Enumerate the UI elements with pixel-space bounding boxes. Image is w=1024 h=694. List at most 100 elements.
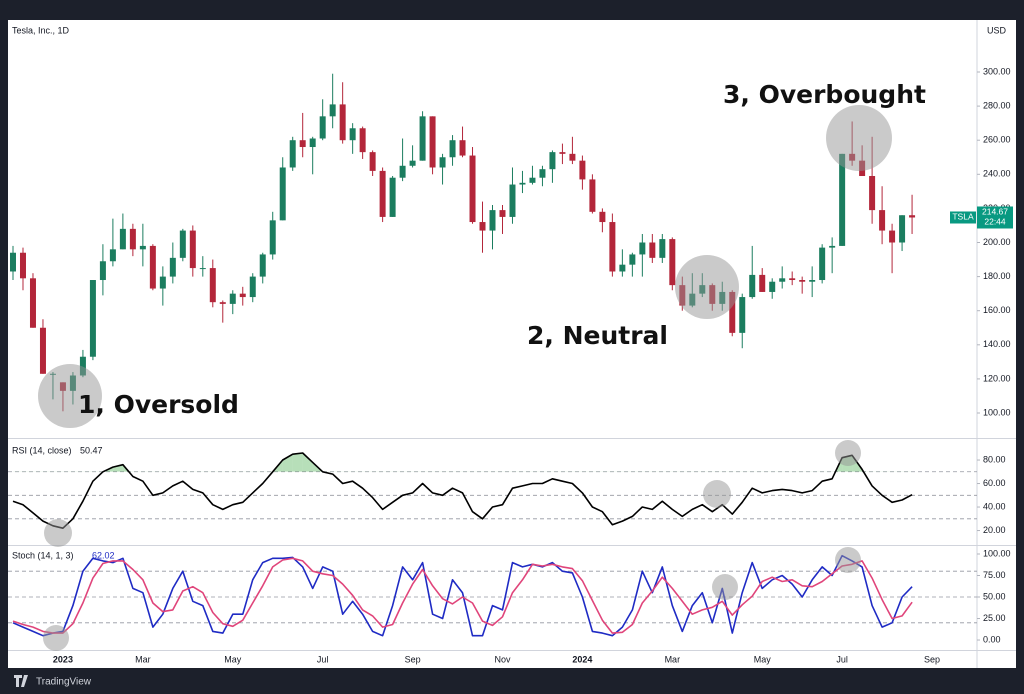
overbought-fill [292,452,303,472]
candle-body [369,152,376,171]
candle-body [219,302,226,304]
x-tick-label: May [224,654,242,664]
candle-body [529,177,536,183]
series-line [12,452,913,529]
y-tick-label: 160.00 [983,305,1011,315]
candle-body [199,268,206,270]
y-tick-label: 300.00 [983,66,1011,76]
overbought-fill [112,464,123,472]
candle-body [109,249,116,262]
candle-body [179,230,186,258]
annotation: 2, Neutral [527,321,668,350]
last-price-tag [977,206,1013,229]
candle-body [729,291,736,333]
y-tick-label: 100.00 [983,548,1011,558]
x-tick-label: May [754,654,772,664]
candle-body [869,176,876,211]
overbought-fill [302,452,313,472]
candle-body [879,210,886,231]
candle-body [239,293,246,298]
y-tick-label: 200.00 [983,237,1011,247]
symbol-title: Tesla, Inc., 1D [12,25,70,35]
candle-body [429,116,436,168]
annotation: 1, Oversold [78,390,239,419]
candle-body [399,165,406,178]
x-tick-label: 2024 [572,654,592,664]
candle-body [449,140,456,158]
series-line [12,554,913,637]
highlight [712,574,738,600]
candle-body [19,252,26,279]
candle-body [389,177,396,217]
highlight [43,625,69,651]
candle-body [29,278,36,328]
candle-body [499,210,506,217]
candle-body [309,138,316,148]
candle-body [39,327,46,374]
y-tick-label: 50.00 [983,591,1006,601]
last-price-label: 214.67 [982,207,1008,217]
highlight [703,480,731,508]
y-tick-label: 180.00 [983,271,1011,281]
symbol-tag [950,211,976,224]
y-tick-label: 80.00 [983,454,1006,464]
candle-body [189,230,196,269]
candle-body [569,153,576,161]
candle-body [289,140,296,168]
y-tick-label: 25.00 [983,613,1006,623]
candle-body [799,280,806,282]
rsi-title: RSI (14, close) [12,445,72,455]
candle-body [169,257,176,277]
candle-body [759,274,766,292]
candle-body [899,215,906,243]
y-tick-label: 40.00 [983,501,1006,511]
brand-name: TradingView [36,677,92,688]
candle-body [809,280,816,282]
highlight [835,440,861,466]
candle-body [349,128,356,141]
x-tick-label: Mar [135,654,151,664]
candle-body [409,160,416,166]
candle-body [159,276,166,289]
candle-body [789,278,796,281]
y-tick-label: 60.00 [983,478,1006,488]
y-tick-label: 20.00 [983,525,1006,535]
x-tick-label: Sep [405,654,421,664]
x-tick-label: Jul [836,654,848,664]
highlight [38,364,102,428]
candle-body [669,239,676,286]
candle-body [439,157,446,168]
candle-body [619,264,626,272]
x-tick-label: Mar [665,654,681,664]
candle-body [279,167,286,221]
rsi-value: 50.47 [80,445,103,455]
candle-body [909,215,916,218]
highlight [675,255,739,319]
y-tick-label: 260.00 [983,135,1011,145]
candle-body [559,152,566,154]
candle-body [329,104,336,117]
candle-body [629,254,636,265]
candle-body [659,239,666,258]
candle-body [539,169,546,178]
stoch-title: Stoch (14, 1, 3) [12,550,74,560]
candle-body [779,278,786,282]
candle-body [749,274,756,298]
candle-body [739,297,746,333]
candle-body [89,280,96,357]
plot: 100.00120.00140.00160.00180.00200.00220.… [8,66,1013,664]
candle-body [139,245,146,250]
countdown-label: 22:44 [984,217,1006,227]
candle-body [479,222,486,231]
candle-body [649,242,656,258]
y-tick-label: 240.00 [983,169,1011,179]
candle-body [9,252,16,272]
overbought-fill [122,464,133,472]
candle-body [589,179,596,212]
candle-body [259,254,266,277]
candle-body [379,170,386,217]
x-tick-label: Sep [924,654,940,664]
candle-body [889,230,896,243]
highlight [44,519,72,547]
candle-body [639,242,646,255]
